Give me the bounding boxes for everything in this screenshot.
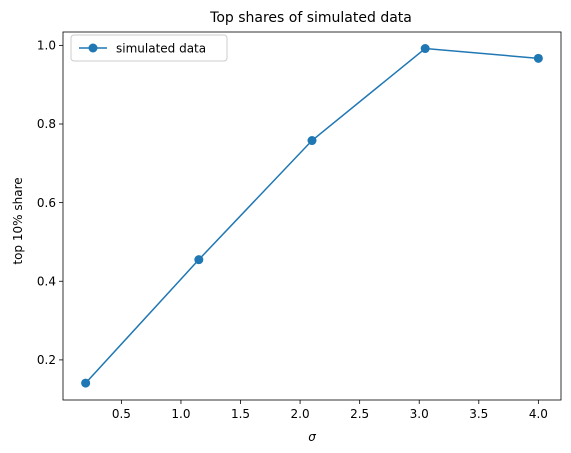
y-tick-label: 1.0 [37,39,56,53]
y-tick-label: 0.4 [37,274,56,288]
legend-box [70,34,228,62]
plot-area [81,44,543,388]
y-axis-label: top 10% share [11,177,25,264]
y-axis: 0.2 0.4 0.6 0.8 1.0 [37,39,63,367]
x-axis-label: σ [308,430,316,444]
legend-label: simulated data [116,42,206,56]
data-point [533,53,543,63]
axes-frame [62,31,562,401]
data-point [81,378,91,388]
x-axis: 0.5 1.0 1.5 2.0 2.5 3.0 3.5 4.0 [112,400,548,421]
y-tick-label: 0.2 [37,353,56,367]
x-tick-label: 4.0 [529,407,548,421]
data-point [420,44,430,54]
y-tick-label: 0.8 [37,117,56,131]
chart-title: Top shares of simulated data [209,10,412,26]
x-tick-label: 0.5 [112,407,131,421]
legend: simulated data [70,34,228,62]
legend-marker-sample [88,43,98,53]
data-point [307,136,317,146]
x-tick-label: 1.5 [231,407,250,421]
x-tick-label: 3.5 [469,407,488,421]
x-tick-label: 3.0 [410,407,429,421]
x-tick-label: 2.0 [291,407,310,421]
x-tick-label: 1.0 [171,407,190,421]
data-point [194,255,204,265]
x-tick-label: 2.5 [350,407,369,421]
y-tick-label: 0.6 [37,196,56,210]
